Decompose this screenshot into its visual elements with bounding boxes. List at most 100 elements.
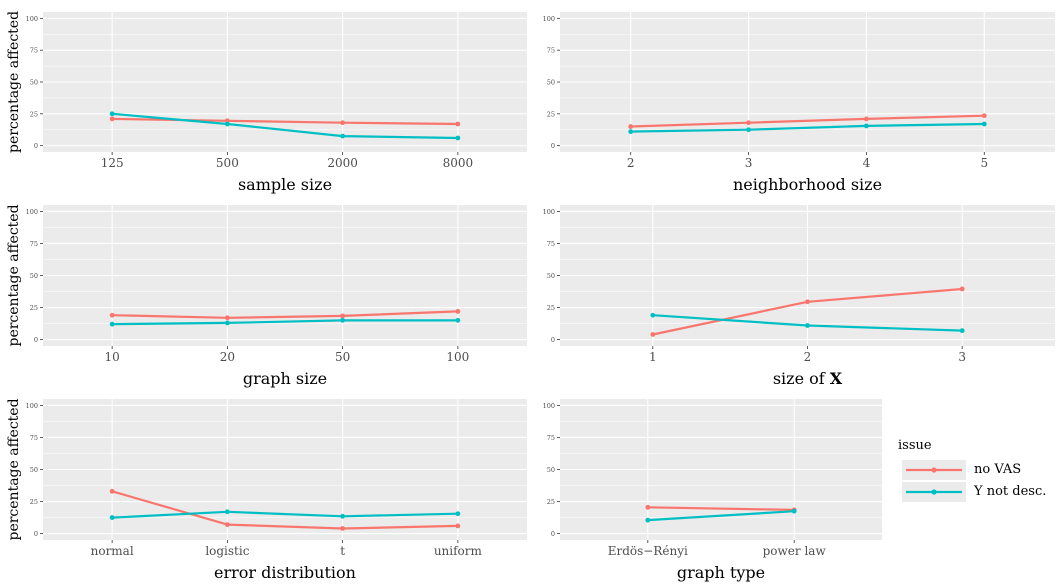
x-tick-label: 2000 [327, 156, 358, 170]
legend: issue no VAS Y not desc. [898, 438, 1057, 508]
y-tick-label: 0 [34, 336, 38, 344]
y-tick-label: 50 [547, 272, 555, 280]
y-tick-label: 25 [30, 110, 38, 118]
x-tick-label: 2 [804, 350, 812, 364]
data-point-y-not-desc [645, 517, 651, 523]
data-point-y-not-desc [455, 135, 461, 141]
y-tick-label: 25 [547, 498, 555, 506]
legend-key-y-not-desc [902, 482, 966, 502]
y-tick-label: 0 [551, 336, 555, 344]
y-tick-label: 75 [547, 434, 555, 442]
series-line-y-not-desc [647, 510, 795, 522]
x-axis-label: size of X [773, 369, 843, 388]
data-point-no-vas [628, 124, 634, 129]
data-point-y-not-desc [340, 513, 346, 519]
x-axis-label: graph type [677, 563, 765, 582]
y-tick-label: 100 [26, 208, 38, 216]
x-axis-label: neighborhood size [733, 175, 882, 194]
y-tick-label: 25 [547, 304, 555, 312]
data-point-y-not-desc [746, 127, 751, 133]
data-point-y-not-desc [340, 133, 346, 139]
legend-item-y-not-desc: Y not desc. [902, 482, 1057, 502]
y-tick-label: 100 [26, 402, 38, 410]
y-tick-label: 100 [543, 402, 555, 410]
x-tick-label: 1 [649, 350, 657, 364]
y-tick-label: 50 [30, 79, 38, 87]
data-point-y-not-desc [805, 323, 810, 328]
data-point-y-not-desc [455, 511, 461, 517]
x-tick-label: 100 [446, 350, 469, 364]
x-tick-label: t [340, 544, 345, 558]
x-tick-label: 125 [101, 156, 124, 170]
x-tick-label: 5 [980, 156, 988, 170]
data-point-no-vas [224, 522, 230, 528]
y-tick-label: 50 [547, 466, 555, 474]
legend-label-no-vas: no VAS [974, 462, 1022, 477]
data-point-y-not-desc [455, 317, 461, 323]
legend-title: issue [898, 438, 932, 453]
panel-4: 0 25 50 75 100 1 2 3 size of X [543, 205, 1055, 388]
data-point-no-vas [455, 121, 461, 127]
y-tick-label: 25 [30, 498, 38, 506]
data-point-no-vas [109, 312, 115, 318]
data-point-y-not-desc [109, 321, 115, 327]
y-tick-label: 75 [30, 434, 38, 442]
x-tick-label: normal [91, 544, 134, 558]
data-point-y-not-desc [959, 328, 965, 334]
x-tick-label: power law [763, 544, 827, 558]
y-tick-label: 0 [34, 142, 38, 150]
series-line-no-vas [630, 114, 985, 128]
panel-1: 0 25 50 75 100 125 500 2000 8000 sample size perce… [6, 11, 527, 194]
data-point-y-not-desc [224, 320, 230, 326]
x-tick-label: Erdös−Rényi [608, 544, 688, 558]
series-line-y-not-desc [112, 112, 458, 140]
data-point-y-not-desc [650, 312, 656, 318]
y-tick-label: 75 [30, 240, 38, 248]
x-tick-label: uniform [434, 544, 483, 558]
data-point-no-vas [109, 116, 115, 122]
data-point-y-not-desc [981, 121, 987, 127]
x-tick-label: 10 [105, 350, 120, 364]
series-line-no-vas [111, 490, 458, 530]
data-point-y-not-desc [224, 509, 230, 515]
x-tick-label: 500 [216, 156, 239, 170]
data-point-y-not-desc [791, 508, 797, 514]
data-point-no-vas [455, 308, 461, 314]
x-tick-label: 3 [958, 350, 966, 364]
y-tick-label: 100 [543, 15, 555, 23]
data-point-no-vas [959, 286, 965, 292]
data-point-no-vas [340, 526, 346, 531]
y-tick-label: 50 [30, 272, 38, 280]
panel-2: 0 25 50 75 100 2 3 4 5 neighborhood size [543, 12, 1055, 194]
x-tick-label: 4 [863, 156, 871, 170]
data-point-no-vas [746, 120, 751, 126]
legend-key-no-vas [902, 460, 966, 480]
y-tick-label: 25 [547, 110, 555, 118]
x-tick-label: logistic [205, 544, 249, 558]
x-axis-label: error distribution [214, 563, 356, 582]
panel-5: 0 25 50 75 100 normal logistic t uniform error di… [6, 398, 527, 582]
series-line-y-not-desc [112, 319, 458, 326]
y-tick-label: 75 [547, 47, 555, 55]
y-tick-label: 0 [551, 530, 555, 538]
y-tick-label: 75 [547, 240, 555, 248]
data-point-y-not-desc [864, 123, 869, 129]
x-tick-label: 50 [335, 350, 350, 364]
data-point-no-vas [864, 116, 869, 122]
y-tick-label: 0 [551, 142, 555, 150]
data-point-no-vas [805, 299, 810, 305]
data-point-y-not-desc [340, 317, 346, 323]
x-tick-label: 20 [220, 350, 235, 364]
x-axis-label: graph size [243, 369, 327, 388]
data-point-no-vas [455, 523, 461, 529]
panel-3: 0 25 50 75 100 10 20 50 100 graph size percentage … [6, 204, 527, 388]
y-axis-label: percentage affected [6, 398, 22, 540]
series-line-no-vas [112, 310, 458, 319]
data-point-no-vas [981, 113, 987, 119]
y-tick-label: 75 [30, 47, 38, 55]
data-point-y-not-desc [109, 111, 115, 117]
series-line-y-not-desc [630, 122, 985, 133]
y-tick-label: 25 [30, 304, 38, 312]
data-point-no-vas [650, 332, 656, 337]
